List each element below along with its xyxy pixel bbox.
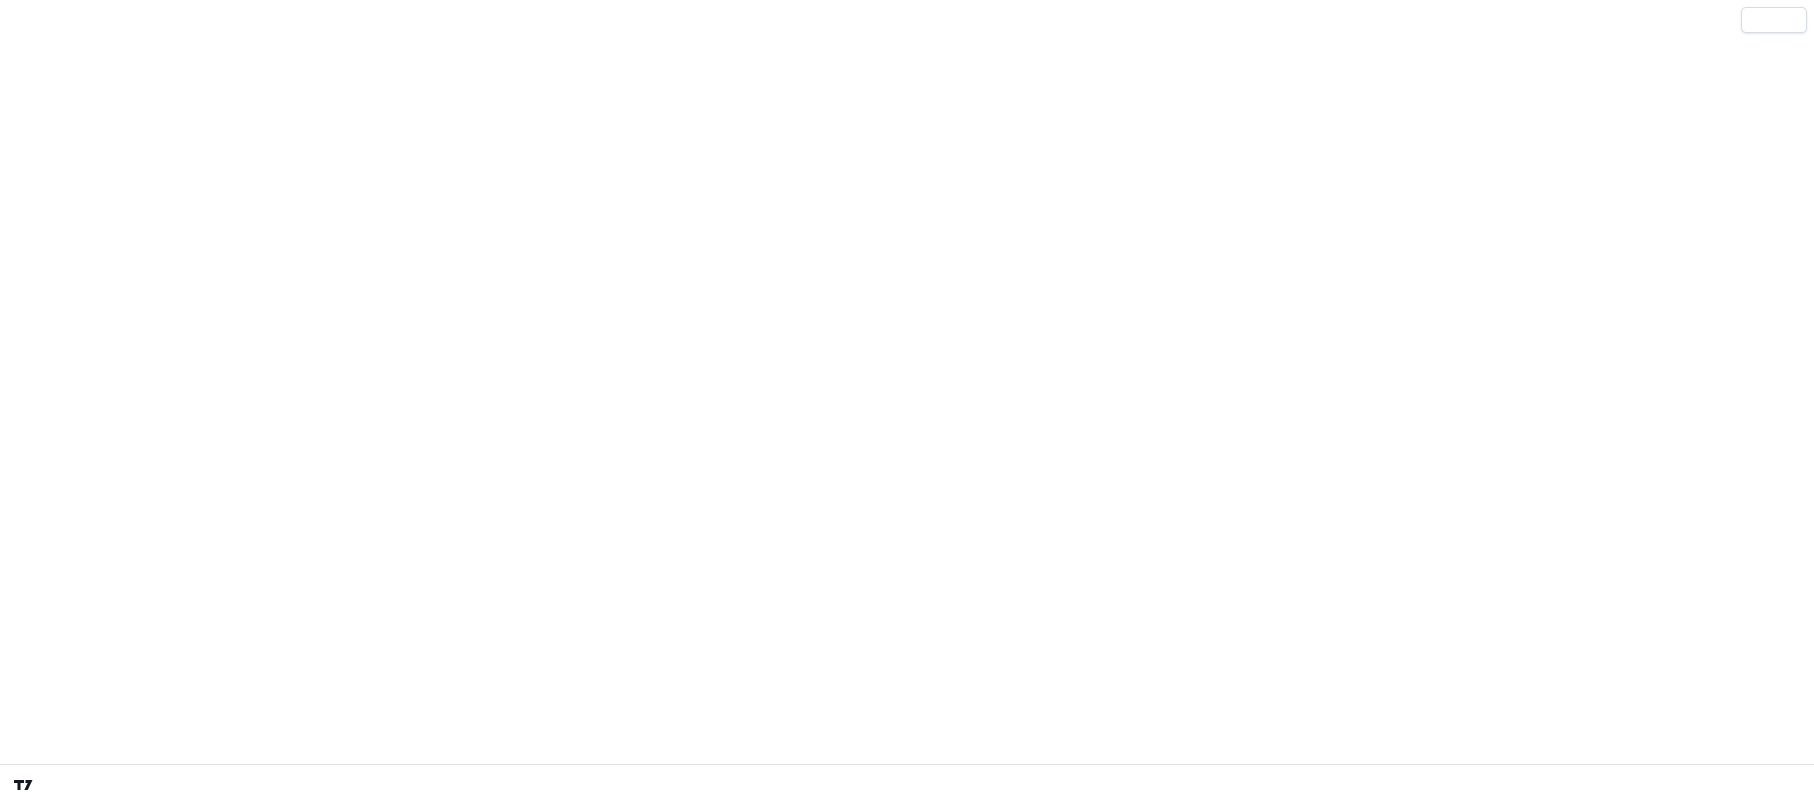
chart-legend: [14, 9, 61, 24]
ohlc-high: [33, 9, 34, 24]
ohlc-open: [23, 9, 24, 24]
currency-toggle-button[interactable]: [1741, 7, 1807, 33]
ohlc-low: [43, 9, 44, 24]
ohlc-close: [53, 9, 54, 24]
tradingview-logo-icon[interactable]: [14, 777, 35, 793]
footer-bar: [0, 764, 1814, 804]
chart-canvas[interactable]: [0, 0, 1814, 764]
